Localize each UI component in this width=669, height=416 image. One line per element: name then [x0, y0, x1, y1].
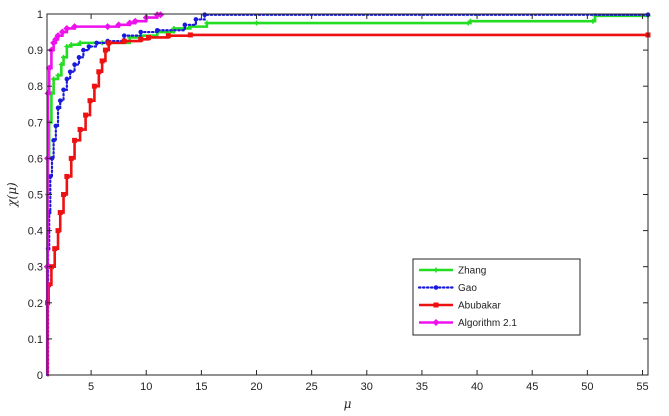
- data-point-algorithm-2-1: [63, 24, 71, 32]
- data-point-abubakar: [72, 137, 78, 143]
- data-point-zhang: [61, 54, 67, 60]
- data-point-gao: [72, 62, 77, 67]
- y-tick-label: 0.4: [28, 226, 43, 238]
- data-point-algorithm-2-1: [54, 32, 62, 40]
- y-tick-label: 0.7: [28, 117, 43, 129]
- data-point-zhang: [68, 42, 74, 48]
- legend-label-zhang: Zhang: [458, 266, 486, 277]
- x-tick-label: 50: [581, 381, 593, 393]
- legend-marker-gao: [433, 285, 439, 290]
- data-point-gao: [202, 12, 207, 18]
- axis-ticks: [47, 13, 648, 376]
- data-point-zhang: [254, 20, 260, 26]
- y-tick-label: 0.5: [28, 190, 43, 202]
- x-tick-label: 55: [636, 381, 648, 393]
- data-point-zhang: [590, 18, 596, 24]
- x-tick-label: 40: [471, 381, 483, 393]
- x-tick-label: 5: [88, 381, 94, 393]
- data-point-abubakar: [96, 69, 102, 75]
- data-point-abubakar: [99, 58, 105, 64]
- y-axis-title: χ(μ): [5, 182, 19, 208]
- data-point-gao: [86, 44, 92, 49]
- legend-marker-abubakar: [433, 302, 439, 308]
- data-point-abubakar: [77, 127, 83, 133]
- data-point-abubakar: [91, 83, 97, 89]
- y-tick-label: 0: [37, 370, 43, 382]
- data-point-gao: [61, 87, 66, 93]
- data-point-zhang: [77, 40, 83, 46]
- legend: Zhang Gao Abubakar Algorithm 2.1: [412, 258, 581, 336]
- data-point-abubakar: [52, 246, 58, 252]
- data-point-abubakar: [55, 228, 61, 234]
- x-tick-label: 10: [140, 381, 152, 393]
- x-tick-label: 45: [526, 381, 538, 393]
- data-point-gao: [53, 123, 59, 129]
- data-point-gao: [182, 22, 188, 28]
- y-tick-label: 0.6: [28, 153, 43, 165]
- data-point-abubakar: [145, 34, 151, 40]
- data-point-zhang: [55, 72, 61, 78]
- x-tick-label: 25: [306, 381, 318, 393]
- data-point-abubakar: [57, 210, 63, 216]
- legend-label-gao: Gao: [458, 283, 477, 294]
- data-point-abubakar: [64, 173, 70, 179]
- legend-marker-algorithm-2-1: [432, 319, 440, 326]
- data-point-zhang: [204, 20, 210, 26]
- data-point-abubakar: [87, 98, 93, 104]
- y-tick-label: 0.1: [28, 334, 43, 346]
- legend-marker-zhang: [433, 267, 439, 273]
- tick-labels: 5 10 15 20 25 30 35 40 45 50 55 0 0.1 0.2 0.3 0.4 0.5 0.6…: [28, 9, 649, 393]
- data-point-gao: [154, 27, 160, 33]
- y-tick-label: 0.2: [28, 298, 43, 310]
- data-point-abubakar: [83, 112, 89, 118]
- data-point-abubakar: [106, 40, 112, 46]
- data-point-zhang: [58, 62, 64, 68]
- data-point-gao: [76, 55, 82, 60]
- data-point-abubakar: [46, 282, 52, 288]
- legend-label-algorithm-2-1: Algorithm 2.1: [458, 318, 517, 329]
- y-tick-label: 1: [37, 9, 43, 21]
- data-point-gao: [48, 174, 53, 179]
- y-tick-label: 0.8: [28, 81, 43, 93]
- x-tick-label: 30: [361, 381, 373, 393]
- data-point-algorithm-2-1: [115, 21, 123, 29]
- data-point-algorithm-2-1: [71, 23, 79, 31]
- data-point-algorithm-2-1: [104, 23, 112, 31]
- data-point-algorithm-2-1: [126, 19, 134, 27]
- x-axis-title: μ: [344, 397, 352, 411]
- data-point-abubakar: [68, 155, 74, 161]
- y-tick-label: 0.3: [28, 262, 43, 274]
- data-point-algorithm-2-1: [44, 89, 52, 97]
- x-tick-label: 20: [250, 381, 262, 393]
- data-point-abubakar: [165, 33, 171, 39]
- data-point-gao: [121, 33, 127, 38]
- x-tick-label: 15: [195, 381, 207, 393]
- data-point-abubakar: [61, 192, 67, 197]
- data-point-gao: [193, 17, 199, 22]
- data-point-algorithm-2-1: [131, 17, 139, 25]
- data-point-gao: [51, 138, 56, 143]
- data-point-gao: [94, 40, 99, 46]
- y-tick-label: 0.9: [28, 45, 43, 57]
- data-point-gao: [138, 29, 144, 35]
- data-point-algorithm-2-1: [157, 11, 165, 19]
- data-point-gao: [67, 69, 73, 75]
- data-point-abubakar: [187, 32, 193, 38]
- series-gao: [45, 12, 651, 377]
- data-point-abubakar: [121, 38, 127, 44]
- data-point-gao: [57, 98, 63, 103]
- x-tick-label: 35: [416, 381, 428, 393]
- data-point-gao: [64, 76, 70, 82]
- data-point-algorithm-2-1: [58, 28, 66, 36]
- legend-label-abubakar: Abubakar: [458, 301, 501, 312]
- data-point-zhang: [467, 18, 473, 24]
- data-point-abubakar: [102, 47, 108, 53]
- data-point-gao: [55, 105, 61, 111]
- data-point-zhang: [51, 76, 57, 82]
- data-point-gao: [81, 47, 86, 53]
- data-point-zhang: [64, 43, 70, 49]
- data-point-abubakar: [138, 36, 144, 42]
